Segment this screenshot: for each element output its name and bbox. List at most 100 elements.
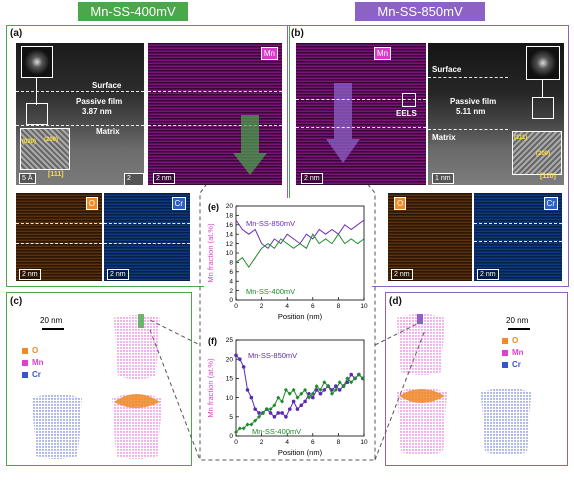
x-tick-label: 0 <box>234 439 238 446</box>
panel-a-label: (a) <box>10 28 23 39</box>
point-850mv <box>337 388 342 392</box>
cr-line1-b <box>474 223 562 224</box>
chart-f: (f) 0 2 4 6 8 10 0 5 10 15 20 25 Position (nm) Mn frac… <box>204 332 372 458</box>
point-400mv <box>299 391 304 396</box>
point-850mv <box>268 411 273 415</box>
thickness-b: 5.11 nm <box>456 107 486 116</box>
scale1-a: 5 Å <box>19 173 36 184</box>
surface-line-b <box>296 99 426 100</box>
point-850mv <box>234 353 238 358</box>
panel-c-label: (c) <box>10 296 23 307</box>
point-400mv <box>337 380 342 385</box>
point-400mv <box>306 395 311 400</box>
cr-line1-a <box>104 223 190 224</box>
matrix-line-a <box>16 125 144 126</box>
point-400mv <box>330 391 334 396</box>
y-tick-label: 15 <box>226 376 234 383</box>
point-400mv <box>291 387 296 392</box>
annotation-400mv: Mn-SS-400mV <box>252 427 301 436</box>
o-line1-a <box>16 223 102 224</box>
point-400mv <box>264 407 269 412</box>
point-850mv <box>257 411 261 415</box>
point-400mv <box>333 387 338 392</box>
select-box-b <box>532 97 554 119</box>
point-850mv <box>303 399 307 404</box>
point-400mv <box>249 422 254 427</box>
point-400mv <box>341 384 346 389</box>
point-400mv <box>276 395 281 400</box>
point-850mv <box>253 407 257 411</box>
legend-cr-c: Cr <box>22 370 41 379</box>
o-line2-a <box>16 243 102 244</box>
x-tick-label: 4 <box>285 439 289 446</box>
plane1-a: (020) <box>22 139 37 145</box>
passive-label-a: Passive film <box>76 97 123 106</box>
y-tick-label: 20 <box>226 203 234 210</box>
point-850mv <box>330 388 334 392</box>
plane2-b: (200) <box>536 151 551 157</box>
point-400mv <box>322 380 327 385</box>
tem-image-b: Surface Passive film 5.11 nm Matrix (111… <box>428 43 564 185</box>
surface-line-b2 <box>428 77 508 78</box>
point-400mv <box>353 376 358 381</box>
y-axis-label: Mn fraction (at.%) <box>206 358 215 418</box>
point-850mv <box>334 384 338 388</box>
point-850mv <box>295 407 300 411</box>
y-tick-label: 2 <box>229 288 233 295</box>
point-400mv <box>360 376 365 381</box>
scale-o-a: 2 nm <box>19 269 41 280</box>
point-850mv <box>287 407 292 411</box>
cr-tag-a: Cr <box>171 197 186 210</box>
y-tick-label: 25 <box>226 337 234 344</box>
x-tick-label: 10 <box>360 303 368 310</box>
point-400mv <box>272 403 277 408</box>
point-400mv <box>237 426 242 431</box>
annotation-850mv: Mn-SS-850mV <box>246 219 295 228</box>
point-400mv <box>287 391 292 396</box>
point-400mv <box>280 399 285 404</box>
point-850mv <box>314 388 319 392</box>
scale1-b: 2 nm <box>301 173 323 184</box>
point-850mv <box>299 403 304 408</box>
y-axis-label: Mn fraction (at.%) <box>206 223 215 283</box>
panel-label: (f) <box>208 336 217 346</box>
point-850mv <box>291 399 296 404</box>
surface-line-a <box>16 91 144 92</box>
point-850mv <box>276 411 281 415</box>
fft-inset-b <box>526 46 560 80</box>
x-tick-label: 10 <box>360 439 368 446</box>
scale-bar-d <box>508 328 530 330</box>
point-400mv <box>295 395 300 400</box>
cr-line2-a <box>104 243 190 244</box>
point-400mv <box>326 384 331 389</box>
point-850mv <box>272 415 277 419</box>
scale-text-d: 20 nm <box>506 316 529 325</box>
x-tick-label: 6 <box>311 439 315 446</box>
point-400mv <box>303 387 308 392</box>
x-tick-label: 6 <box>311 303 315 310</box>
plot-frame <box>235 339 365 437</box>
point-850mv <box>280 411 284 415</box>
y-tick-label: 12 <box>226 241 234 248</box>
scale-o-b: 2 nm <box>391 269 413 280</box>
y-tick-label: 4 <box>229 278 233 285</box>
frame-d <box>385 292 568 466</box>
y-tick-label: 10 <box>226 250 234 257</box>
point-400mv <box>260 410 265 415</box>
legend-mn-d: Mn <box>502 348 524 357</box>
legend-o-c: O <box>22 346 38 355</box>
plane1-b: (111) <box>514 135 528 141</box>
point-850mv <box>284 415 288 419</box>
point-850mv <box>245 388 250 392</box>
mn-tag-b: Mn <box>374 47 392 60</box>
surface-label-b: Surface <box>432 65 462 74</box>
point-850mv <box>238 357 242 361</box>
point-400mv <box>241 426 246 431</box>
eels-label: EELS <box>396 109 417 118</box>
mn-map-a: Mn 2 nm <box>148 43 282 185</box>
mn-tag-a: Mn <box>260 47 278 60</box>
zone-a: [111] <box>48 171 64 178</box>
o-map-a: O 2 nm <box>16 193 102 281</box>
frame-c <box>6 292 192 466</box>
thickness-a: 3.87 nm <box>82 107 112 116</box>
